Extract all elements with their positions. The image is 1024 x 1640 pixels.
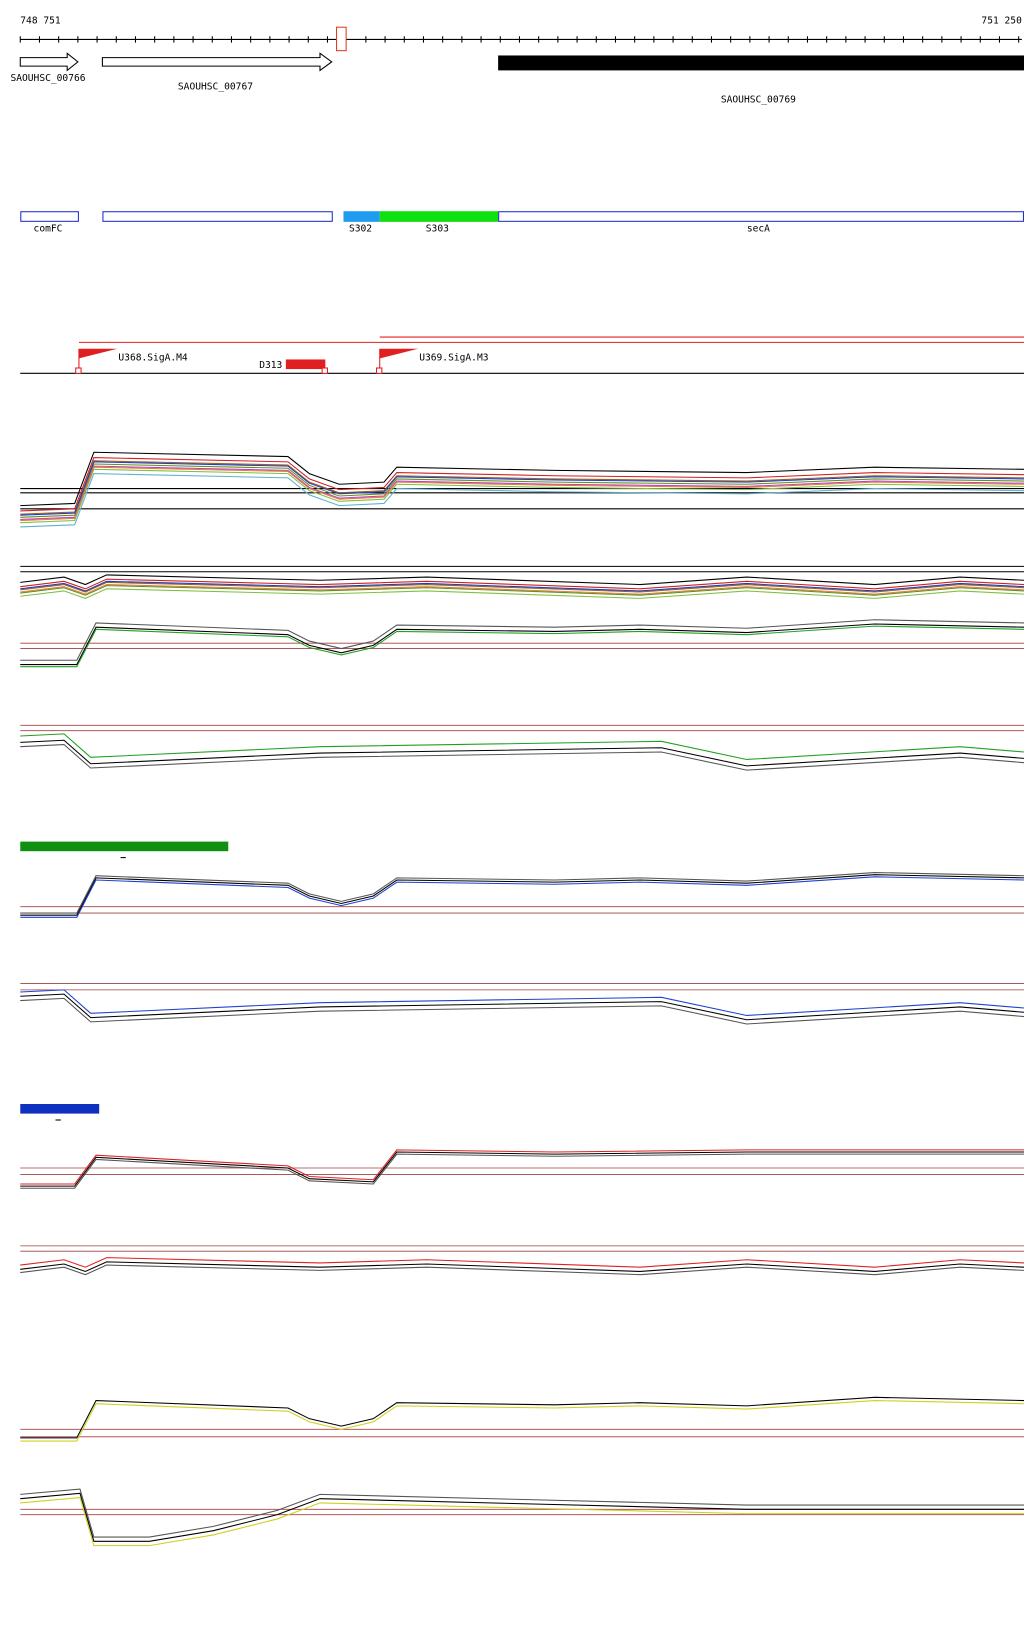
feature-label: S303 — [426, 223, 449, 234]
transcripts: U368.SigA.M4 D313 U369.SigA.M3 — [20, 336, 1024, 374]
genes: SAOUHSC_00766 SAOUHSC_00767 SAOUHSC_0076… — [10, 52, 1024, 105]
transcript-label: U368.SigA.M4 — [118, 353, 188, 364]
ruler-start: 748 751 — [20, 15, 61, 26]
traces — [19, 451, 1024, 1547]
ruler: 748 751 751 250 — [19, 15, 1022, 52]
transcript-label: U369.SigA.M3 — [419, 353, 489, 364]
gene-label: SAOUHSC_00766 — [10, 73, 85, 84]
ruler-end: 751 250 — [981, 15, 1022, 26]
features: comFC S302 S303 secA — [20, 211, 1024, 234]
transcript-label: D313 — [259, 360, 282, 371]
gene-label: SAOUHSC_00769 — [721, 94, 796, 105]
feature-label: secA — [747, 223, 770, 234]
feature-label: S302 — [349, 223, 372, 234]
feature-label: comFC — [34, 223, 63, 234]
gene-label: SAOUHSC_00767 — [178, 82, 253, 93]
